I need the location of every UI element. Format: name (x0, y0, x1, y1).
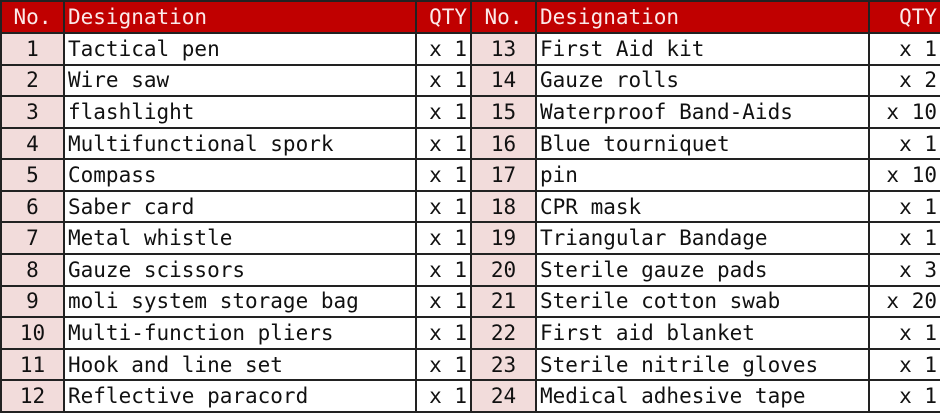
item-qty: x 2 (868, 63, 940, 98)
item-qty: x 1 (415, 95, 472, 129)
item-qty: x 1 (868, 221, 940, 256)
item-qty: x 1 (415, 284, 472, 319)
table-row: 12 Reflective paracord x 1 24 Medical adhesi… (0, 379, 940, 413)
table-row: 2 Wire saw x 1 14 Gauze rolls x 2 (0, 63, 940, 98)
item-designation: Multifunctional spork (63, 126, 417, 161)
item-number: 18 (470, 189, 537, 224)
table-row: 4 Multifunctional spork x 1 16 Blue tourniqu… (0, 126, 940, 161)
item-designation: Sterile gauze pads (535, 253, 870, 287)
item-designation: pin (535, 158, 870, 192)
item-number: 6 (0, 189, 65, 224)
item-qty: x 1 (868, 347, 940, 382)
item-number: 9 (0, 284, 65, 319)
item-designation: First aid blanket (535, 316, 870, 350)
item-designation: Waterproof Band-Aids (535, 95, 870, 129)
item-qty: x 1 (415, 316, 472, 350)
item-designation: Sterile nitrile gloves (535, 347, 870, 382)
item-qty: x 1 (415, 158, 472, 192)
table-row: 8 Gauze scissors x 1 20 Sterile gauze pads x … (0, 253, 940, 287)
item-designation: Metal whistle (63, 221, 417, 256)
header-designation: Designation (63, 0, 417, 34)
item-number: 17 (470, 158, 537, 192)
item-qty: x 10 (868, 95, 940, 129)
item-designation: Blue tourniquet (535, 126, 870, 161)
item-qty: x 3 (868, 253, 940, 287)
item-number: 5 (0, 158, 65, 192)
item-number: 4 (0, 126, 65, 161)
item-number: 21 (470, 284, 537, 319)
item-designation: Multi-function pliers (63, 316, 417, 350)
item-number: 23 (470, 347, 537, 382)
item-number: 2 (0, 63, 65, 98)
item-qty: x 20 (868, 284, 940, 319)
item-number: 11 (0, 347, 65, 382)
item-number: 16 (470, 126, 537, 161)
item-designation: flashlight (63, 95, 417, 129)
item-designation: Gauze scissors (63, 253, 417, 287)
item-number: 19 (470, 221, 537, 256)
table-row: 3 flashlight x 1 15 Waterproof Band-Aids x 10 (0, 95, 940, 129)
item-number: 20 (470, 253, 537, 287)
item-number: 7 (0, 221, 65, 256)
table-row: 1 Tactical pen x 1 13 First Aid kit x 1 (0, 32, 940, 66)
item-designation: moli system storage bag (63, 284, 417, 319)
table-row: 10 Multi-function pliers x 1 22 First aid bl… (0, 316, 940, 350)
item-designation: Gauze rolls (535, 63, 870, 98)
item-designation: Reflective paracord (63, 379, 417, 413)
table-row: 11 Hook and line set x 1 23 Sterile nitrile … (0, 347, 940, 382)
item-designation: CPR mask (535, 189, 870, 224)
item-qty: x 1 (415, 221, 472, 256)
item-designation: Tactical pen (63, 32, 417, 66)
table-row: 9 moli system storage bag x 1 21 Sterile cot… (0, 284, 940, 319)
header-qty: QTY (415, 0, 472, 34)
item-qty: x 1 (415, 253, 472, 287)
item-qty: x 1 (415, 126, 472, 161)
item-qty: x 1 (868, 379, 940, 413)
item-designation: Wire saw (63, 63, 417, 98)
item-number: 8 (0, 253, 65, 287)
item-qty: x 1 (415, 189, 472, 224)
item-number: 3 (0, 95, 65, 129)
item-designation: Hook and line set (63, 347, 417, 382)
item-qty: x 1 (868, 126, 940, 161)
item-designation: Saber card (63, 189, 417, 224)
item-qty: x 1 (415, 32, 472, 66)
item-qty: x 1 (415, 63, 472, 98)
header-no: No. (0, 0, 65, 34)
item-number: 22 (470, 316, 537, 350)
item-designation: Medical adhesive tape (535, 379, 870, 413)
item-number: 12 (0, 379, 65, 413)
table-row: 7 Metal whistle x 1 19 Triangular Bandage x 1 (0, 221, 940, 256)
header-designation: Designation (535, 0, 870, 34)
item-number: 1 (0, 32, 65, 66)
item-qty: x 10 (868, 158, 940, 192)
item-number: 15 (470, 95, 537, 129)
item-number: 13 (470, 32, 537, 66)
item-number: 24 (470, 379, 537, 413)
item-designation: First Aid kit (535, 32, 870, 66)
item-number: 10 (0, 316, 65, 350)
item-qty: x 1 (415, 347, 472, 382)
item-qty: x 1 (868, 32, 940, 66)
item-designation: Compass (63, 158, 417, 192)
item-designation: Triangular Bandage (535, 221, 870, 256)
item-qty: x 1 (868, 316, 940, 350)
item-number: 14 (470, 63, 537, 98)
table-row: 5 Compass x 1 17 pin x 10 (0, 158, 940, 192)
header-no: No. (470, 0, 537, 34)
header-row: No. Designation QTY No. Designation QTY (0, 0, 940, 34)
item-qty: x 1 (415, 379, 472, 413)
item-qty: x 1 (868, 189, 940, 224)
header-qty: QTY (868, 0, 940, 34)
item-designation: Sterile cotton swab (535, 284, 870, 319)
table-row: 6 Saber card x 1 18 CPR mask x 1 (0, 189, 940, 224)
